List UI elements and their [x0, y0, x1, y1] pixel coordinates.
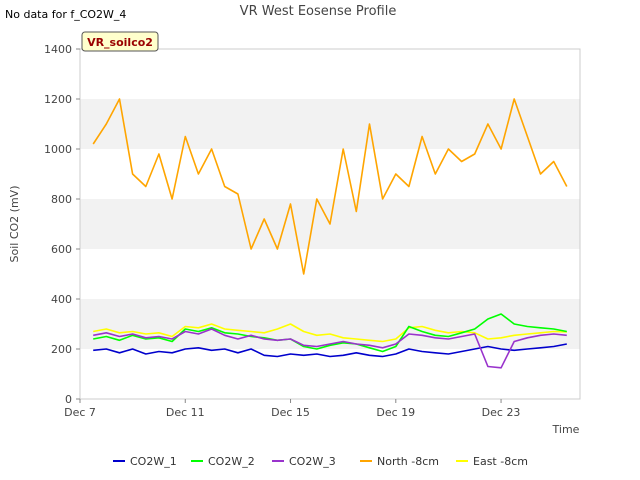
- series-lines: [92, 98, 568, 369]
- y-tick-label: 0: [65, 393, 72, 406]
- y-tick-label: 600: [51, 243, 72, 256]
- y-tick-label: 200: [51, 343, 72, 356]
- no-data-note: No data for f_CO2W_4: [5, 8, 126, 21]
- grid-band: [80, 299, 580, 349]
- grid-band: [80, 99, 580, 149]
- legend-item: CO2W_2: [191, 455, 255, 468]
- series-line-co2w-3: [93, 328, 567, 369]
- x-tick-label: Dec 7: [64, 406, 96, 419]
- y-tick-label: 1200: [44, 93, 72, 106]
- x-axis: Dec 7 Dec 11 Dec 15 Dec 19 Dec 23: [64, 399, 520, 419]
- legend-label: East -8cm: [473, 455, 528, 468]
- legend-label: CO2W_1: [130, 455, 177, 468]
- series-line-co2w-1: [93, 343, 567, 358]
- y-axis: 0 200 400 600 800 1000 1200 1400: [44, 43, 80, 406]
- legend-item: CO2W_1: [113, 455, 177, 468]
- x-tick-label: Dec 23: [482, 406, 521, 419]
- y-tick-label: 1000: [44, 143, 72, 156]
- plot-frame: [79, 48, 581, 400]
- legend-item: CO2W_3: [272, 455, 336, 468]
- site-badge-box: [81, 31, 159, 52]
- site-badge-label: VR_soilco2: [87, 36, 153, 49]
- x-tick-label: Dec 15: [271, 406, 310, 419]
- y-tick-label: 400: [51, 293, 72, 306]
- x-axis-label: Time: [552, 423, 580, 436]
- y-tick-label: 1400: [44, 43, 72, 56]
- x-tick-label: Dec 11: [166, 406, 205, 419]
- legend-label: North -8cm: [377, 455, 439, 468]
- legend: CO2W_1 CO2W_2 CO2W_3 North -8cm East -8cm: [113, 455, 528, 468]
- legend-label: CO2W_3: [289, 455, 336, 468]
- site-badge: VR_soilco2: [81, 31, 159, 52]
- legend-item: East -8cm: [456, 455, 528, 468]
- y-tick-label: 800: [51, 193, 72, 206]
- series-line-north-8cm: [92, 98, 568, 275]
- legend-item: North -8cm: [360, 455, 439, 468]
- series-line-co2w-2: [93, 313, 567, 353]
- x-tick-label: Dec 19: [376, 406, 415, 419]
- y-axis-label: Soil CO2 (mV): [8, 186, 21, 263]
- legend-label: CO2W_2: [208, 455, 255, 468]
- series-line-east-8cm: [93, 323, 567, 343]
- chart-title: VR West Eosense Profile: [240, 4, 397, 19]
